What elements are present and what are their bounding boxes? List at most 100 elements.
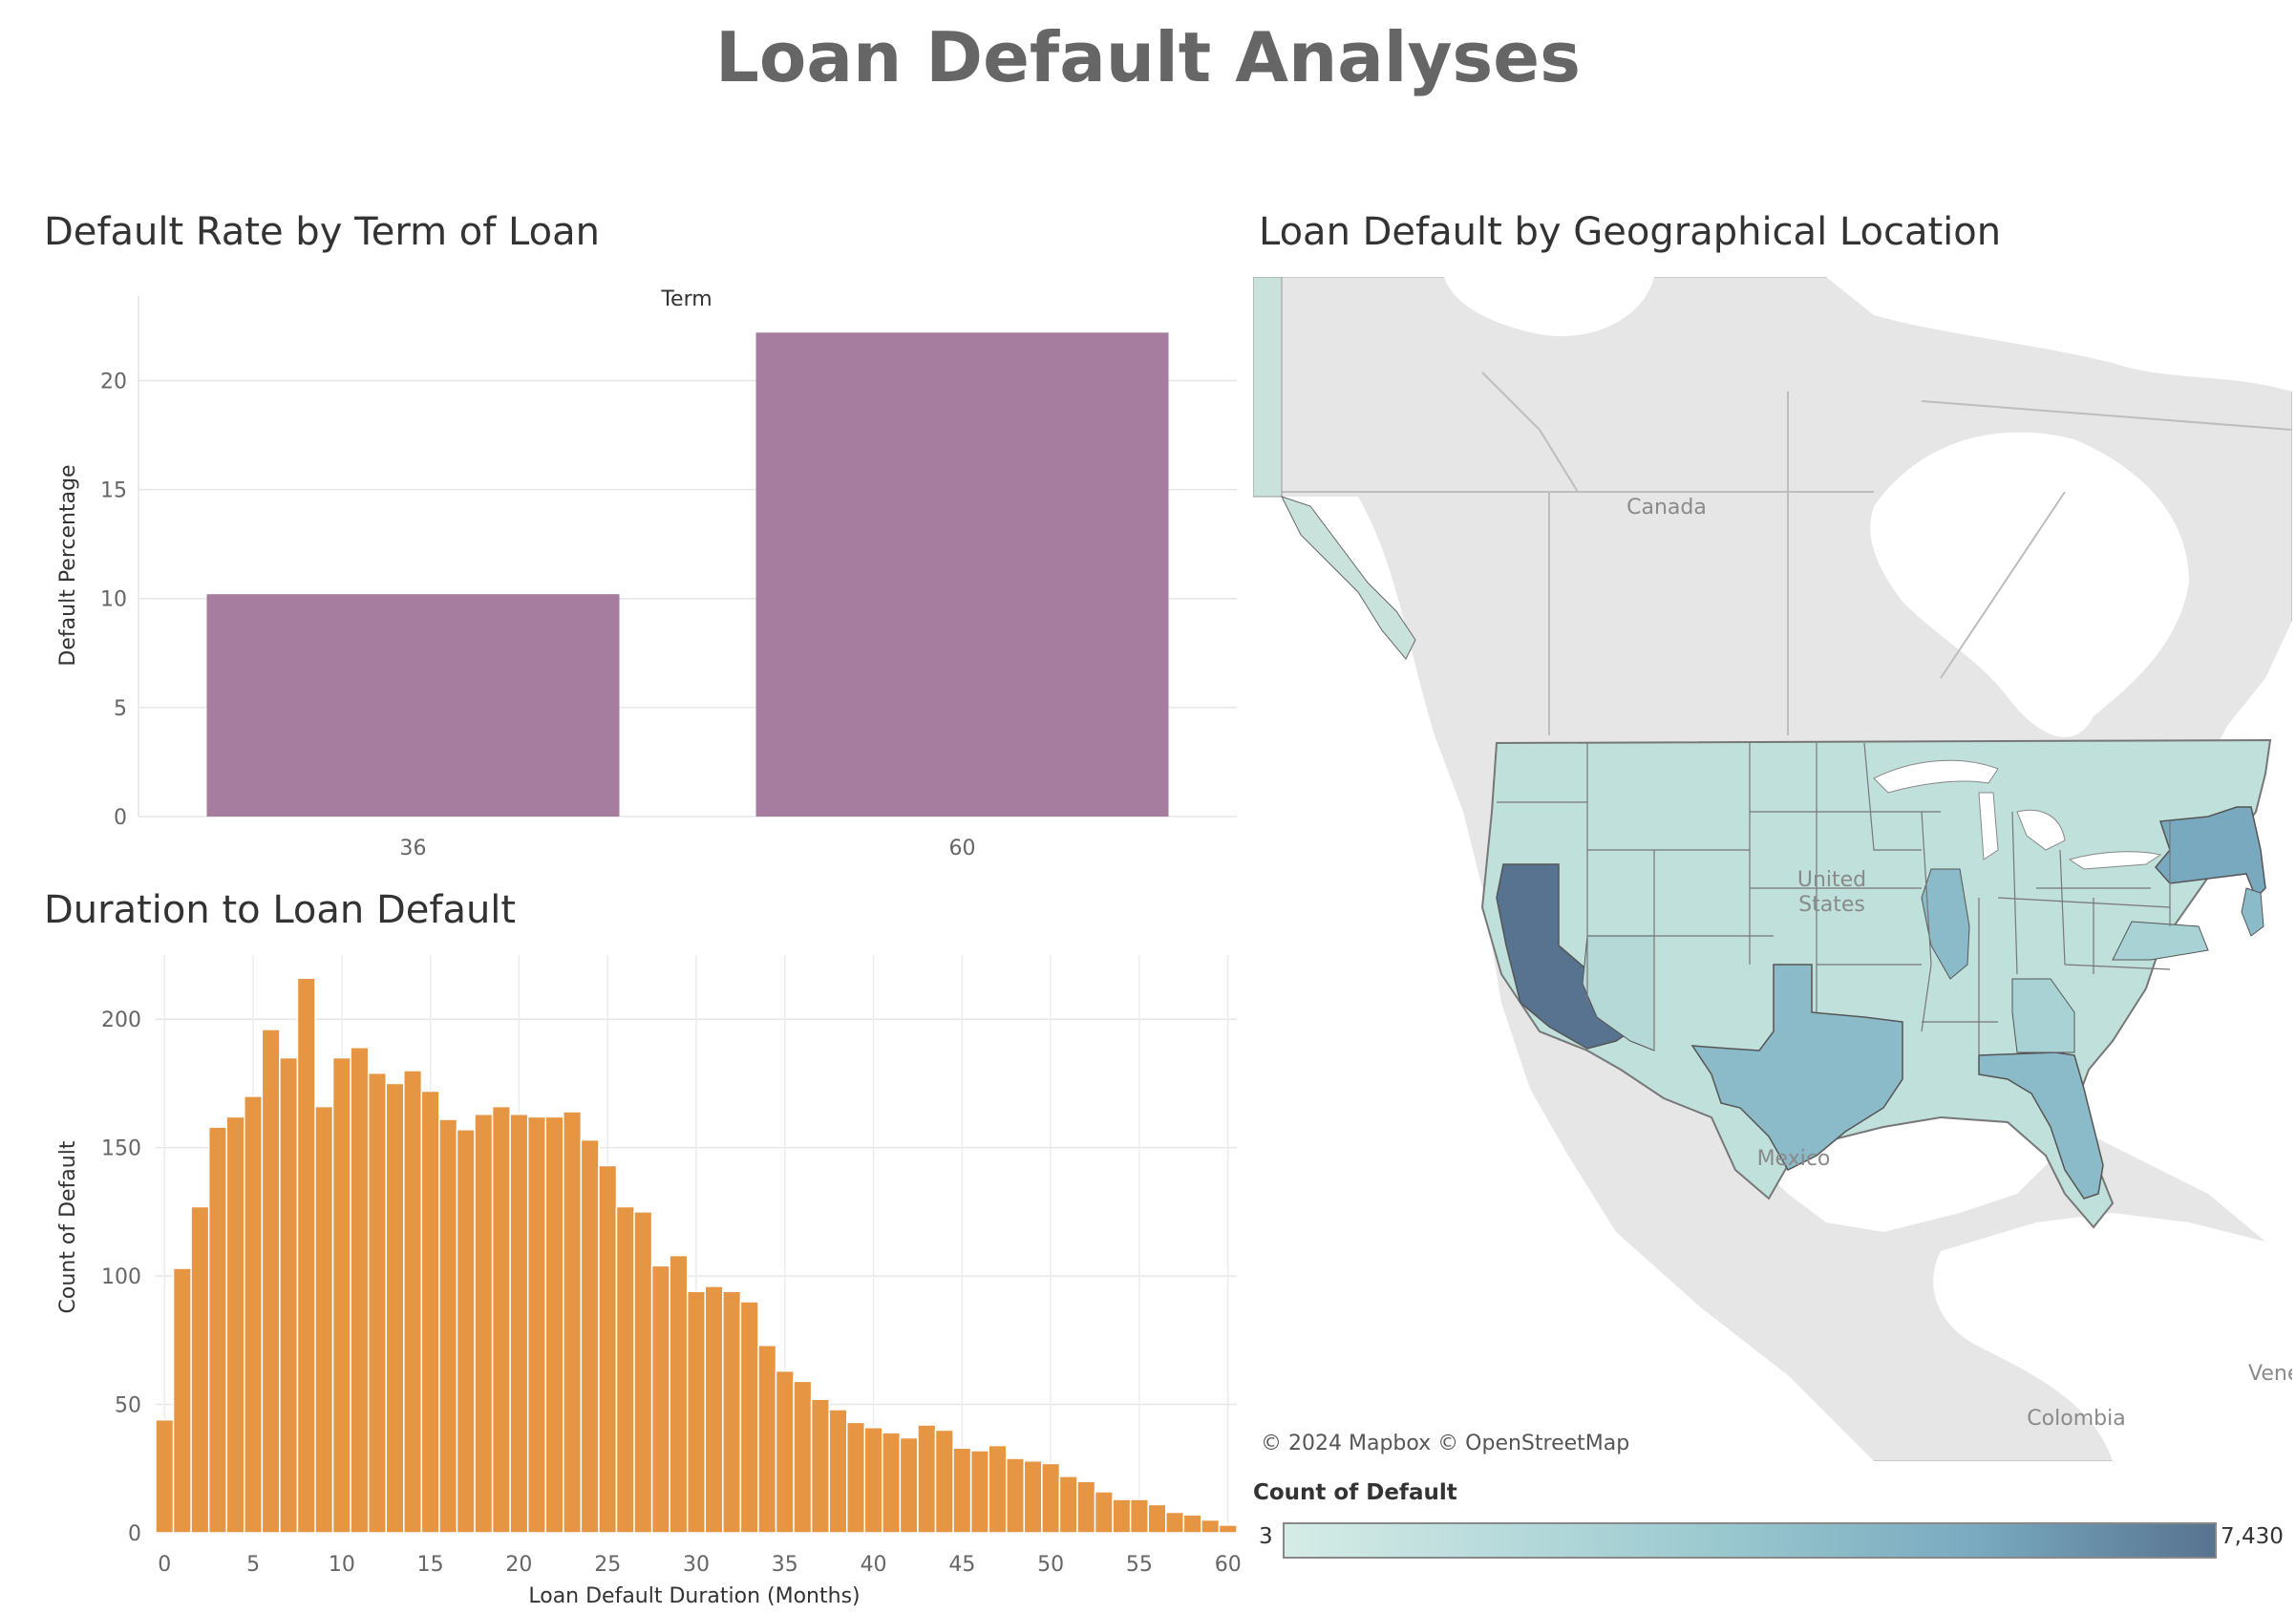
duration-bar[interactable]: [1041, 1462, 1061, 1534]
duration-x-tick: 60: [1215, 1553, 1242, 1577]
duration-bar[interactable]: [385, 1082, 405, 1534]
duration-bar[interactable]: [882, 1432, 902, 1534]
state-new-jersey[interactable]: [2241, 887, 2264, 937]
duration-bar[interactable]: [1165, 1511, 1185, 1534]
duration-y-tick: 150: [101, 1137, 141, 1161]
duration-bar[interactable]: [244, 1095, 264, 1534]
duration-bar[interactable]: [225, 1115, 245, 1534]
duration-bar[interactable]: [1182, 1514, 1202, 1534]
duration-bar[interactable]: [190, 1205, 210, 1534]
hudson-bay-water: [1870, 432, 2189, 737]
duration-bar[interactable]: [988, 1444, 1008, 1534]
duration-y-axis-label: Count of Default: [56, 1140, 80, 1313]
term-x-tick: 60: [949, 837, 976, 860]
duration-x-tick: 30: [683, 1553, 710, 1577]
duration-bar[interactable]: [1147, 1503, 1167, 1534]
duration-bar[interactable]: [1094, 1491, 1114, 1534]
duration-bar[interactable]: [952, 1447, 972, 1534]
duration-bar[interactable]: [1023, 1459, 1043, 1534]
state-texas[interactable]: [1690, 964, 1903, 1171]
map-label-mexico: Mexico: [1757, 1147, 1831, 1171]
term-header: Term: [660, 287, 712, 311]
duration-x-tick: 25: [594, 1553, 621, 1577]
map-label-venezuela: Venezu: [2248, 1362, 2292, 1386]
duration-bar[interactable]: [810, 1398, 830, 1534]
duration-bar[interactable]: [598, 1164, 618, 1534]
duration-bar[interactable]: [403, 1070, 423, 1534]
duration-bar[interactable]: [969, 1450, 989, 1534]
duration-bar[interactable]: [261, 1029, 281, 1534]
duration-bar[interactable]: [775, 1370, 795, 1534]
duration-bar[interactable]: [155, 1418, 175, 1534]
north-water-2: [1826, 277, 2292, 392]
duration-bar[interactable]: [1112, 1498, 1132, 1534]
great-lakes: [1873, 759, 2162, 870]
duration-bar[interactable]: [456, 1129, 476, 1534]
duration-bar[interactable]: [793, 1380, 813, 1534]
duration-bar[interactable]: [580, 1138, 600, 1534]
alaska-panhandle: [1281, 496, 1416, 660]
duration-bar[interactable]: [863, 1427, 883, 1534]
duration-bar[interactable]: [563, 1111, 583, 1534]
duration-bar[interactable]: [899, 1436, 919, 1534]
term-chart-title: Default Rate by Term of Loan: [44, 210, 600, 254]
term-y-tick: 5: [114, 697, 127, 721]
duration-y-tick: 200: [101, 1009, 141, 1032]
duration-bar[interactable]: [367, 1072, 387, 1534]
duration-bar[interactable]: [633, 1211, 653, 1534]
map-label-states: States: [1798, 893, 1865, 917]
duration-bar[interactable]: [1006, 1457, 1026, 1534]
duration-bar[interactable]: [350, 1047, 370, 1534]
duration-bar[interactable]: [438, 1118, 458, 1534]
duration-bar[interactable]: [757, 1344, 777, 1534]
duration-bar[interactable]: [828, 1409, 848, 1534]
term-y-tick: 0: [114, 806, 127, 830]
map-view[interactable]: Canada United States Mexico Colombia Ven…: [1253, 277, 2292, 1461]
duration-bar[interactable]: [491, 1105, 511, 1534]
alaska-strip: [1253, 277, 1283, 498]
state-virginia[interactable]: [2112, 921, 2209, 961]
duration-bar[interactable]: [704, 1285, 724, 1534]
canada-border-lines: [1272, 372, 2292, 735]
duration-x-tick: 10: [329, 1553, 355, 1577]
duration-bar[interactable]: [172, 1267, 192, 1534]
duration-bar[interactable]: [526, 1115, 547, 1534]
state-georgia[interactable]: [2011, 978, 2075, 1053]
duration-bar[interactable]: [420, 1090, 440, 1534]
duration-bar[interactable]: [917, 1424, 937, 1534]
duration-bar[interactable]: [314, 1105, 334, 1534]
legend-max-value: 7,430: [2221, 1524, 2284, 1549]
state-illinois[interactable]: [1921, 868, 1970, 980]
duration-bar[interactable]: [669, 1254, 689, 1534]
duration-bar[interactable]: [845, 1421, 866, 1534]
duration-bar[interactable]: [650, 1264, 670, 1534]
duration-bars: [155, 977, 1238, 1534]
duration-bar[interactable]: [296, 977, 316, 1534]
duration-bar[interactable]: [722, 1290, 742, 1534]
duration-x-tick: 0: [158, 1553, 171, 1577]
term-bar[interactable]: [206, 594, 620, 817]
duration-bar[interactable]: [615, 1205, 635, 1534]
duration-x-tick: 50: [1037, 1553, 1064, 1577]
duration-bar[interactable]: [1218, 1524, 1238, 1534]
term-x-tick: 36: [400, 837, 427, 860]
duration-bar[interactable]: [509, 1113, 529, 1534]
duration-bar[interactable]: [686, 1290, 707, 1534]
map-label-colombia: Colombia: [2027, 1407, 2125, 1431]
duration-bar[interactable]: [544, 1115, 564, 1534]
duration-bar[interactable]: [739, 1301, 759, 1534]
duration-bar[interactable]: [934, 1429, 954, 1534]
duration-bar[interactable]: [331, 1056, 351, 1534]
state-florida[interactable]: [1978, 1051, 2104, 1200]
map-attribution[interactable]: © 2024 Mapbox © OpenStreetMap: [1261, 1432, 1629, 1455]
duration-x-tick: 55: [1126, 1553, 1153, 1577]
duration-bar[interactable]: [1058, 1476, 1078, 1534]
duration-bar[interactable]: [279, 1056, 299, 1534]
state-borders: [1497, 742, 2171, 1055]
duration-bar[interactable]: [1076, 1480, 1096, 1534]
duration-bar[interactable]: [1201, 1518, 1221, 1534]
duration-bar[interactable]: [474, 1113, 494, 1534]
duration-bar[interactable]: [1129, 1498, 1149, 1534]
term-bar[interactable]: [755, 332, 1169, 817]
duration-bar[interactable]: [207, 1126, 227, 1534]
